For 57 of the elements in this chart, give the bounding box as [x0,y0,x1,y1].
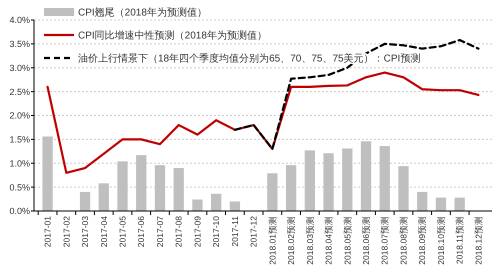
x-tick-label: 2017-07 [154,216,165,248]
bar [417,192,428,211]
y-tick-label: 2.0% [9,110,30,121]
y-tick-label: 0.5% [9,182,30,192]
bar [117,161,128,211]
y-tick-label: 3.0% [9,62,30,73]
x-tick-label: 2018.12预测 [473,216,484,265]
bar [211,194,222,211]
bar [136,155,146,211]
bar [98,183,109,211]
bar [192,200,203,211]
legend-label: CPI同比增速中性预测（2018年为预测值） [78,30,267,42]
y-tick-label: 4.0% [9,15,30,26]
bar [154,165,166,211]
x-tick-label: 2017-01 [42,216,53,248]
legend-label: CPI翘尾（2018年为预测值） [78,6,207,18]
x-tick-label: 2018.08预测 [398,216,408,265]
y-tick-label: 2.5% [9,86,30,97]
bar [304,150,315,211]
bar [398,166,409,211]
line-series [46,71,480,174]
bar [42,136,53,211]
bar [380,146,390,211]
x-tick-label: 2017-03 [80,216,90,248]
x-tick-label: 2017-05 [117,216,128,248]
x-tick-label: 2017-06 [136,216,146,248]
x-tick-label: 2018.03预测 [304,216,315,265]
x-tick-label: 2017-09 [192,216,202,248]
y-tick-label: 1.5% [9,134,30,145]
bar [230,201,240,211]
bar [80,192,90,211]
bar [454,198,465,211]
bar [342,148,352,211]
y-tick-label: 1.0% [9,158,30,168]
x-tick-label: 2018.10预测 [436,216,446,265]
x-tick-label: 2017-12 [248,216,259,248]
x-tick-label: 2017-02 [61,216,72,248]
x-tick-label: 2018.01预测 [267,216,278,265]
y-tick-label: 0.0% [9,206,30,216]
y-tick-label: 3.5% [9,39,30,50]
bar [360,141,372,211]
x-tick-label: 2017-04 [98,216,109,248]
bar [436,198,446,211]
x-tick-label: 2017-08 [174,216,184,248]
x-tick-label: 2018.07预测 [380,216,390,265]
x-tick-label: 2018.05预测 [342,216,352,265]
bar [174,168,184,211]
x-tick-label: 2018.11预测 [454,216,465,264]
x-tick-label: 2018.04预测 [324,216,334,265]
x-tick-label: 2018.02预测 [286,216,296,265]
x-tick-label: 2018.06预测 [361,216,371,265]
bar [323,153,334,211]
x-tick-label: 2018.09预测 [417,216,428,265]
x-tick-label: 2017-11 [230,216,240,247]
bar [267,173,278,211]
x-tick-label: 2017-10 [211,216,222,248]
bar [286,165,296,211]
